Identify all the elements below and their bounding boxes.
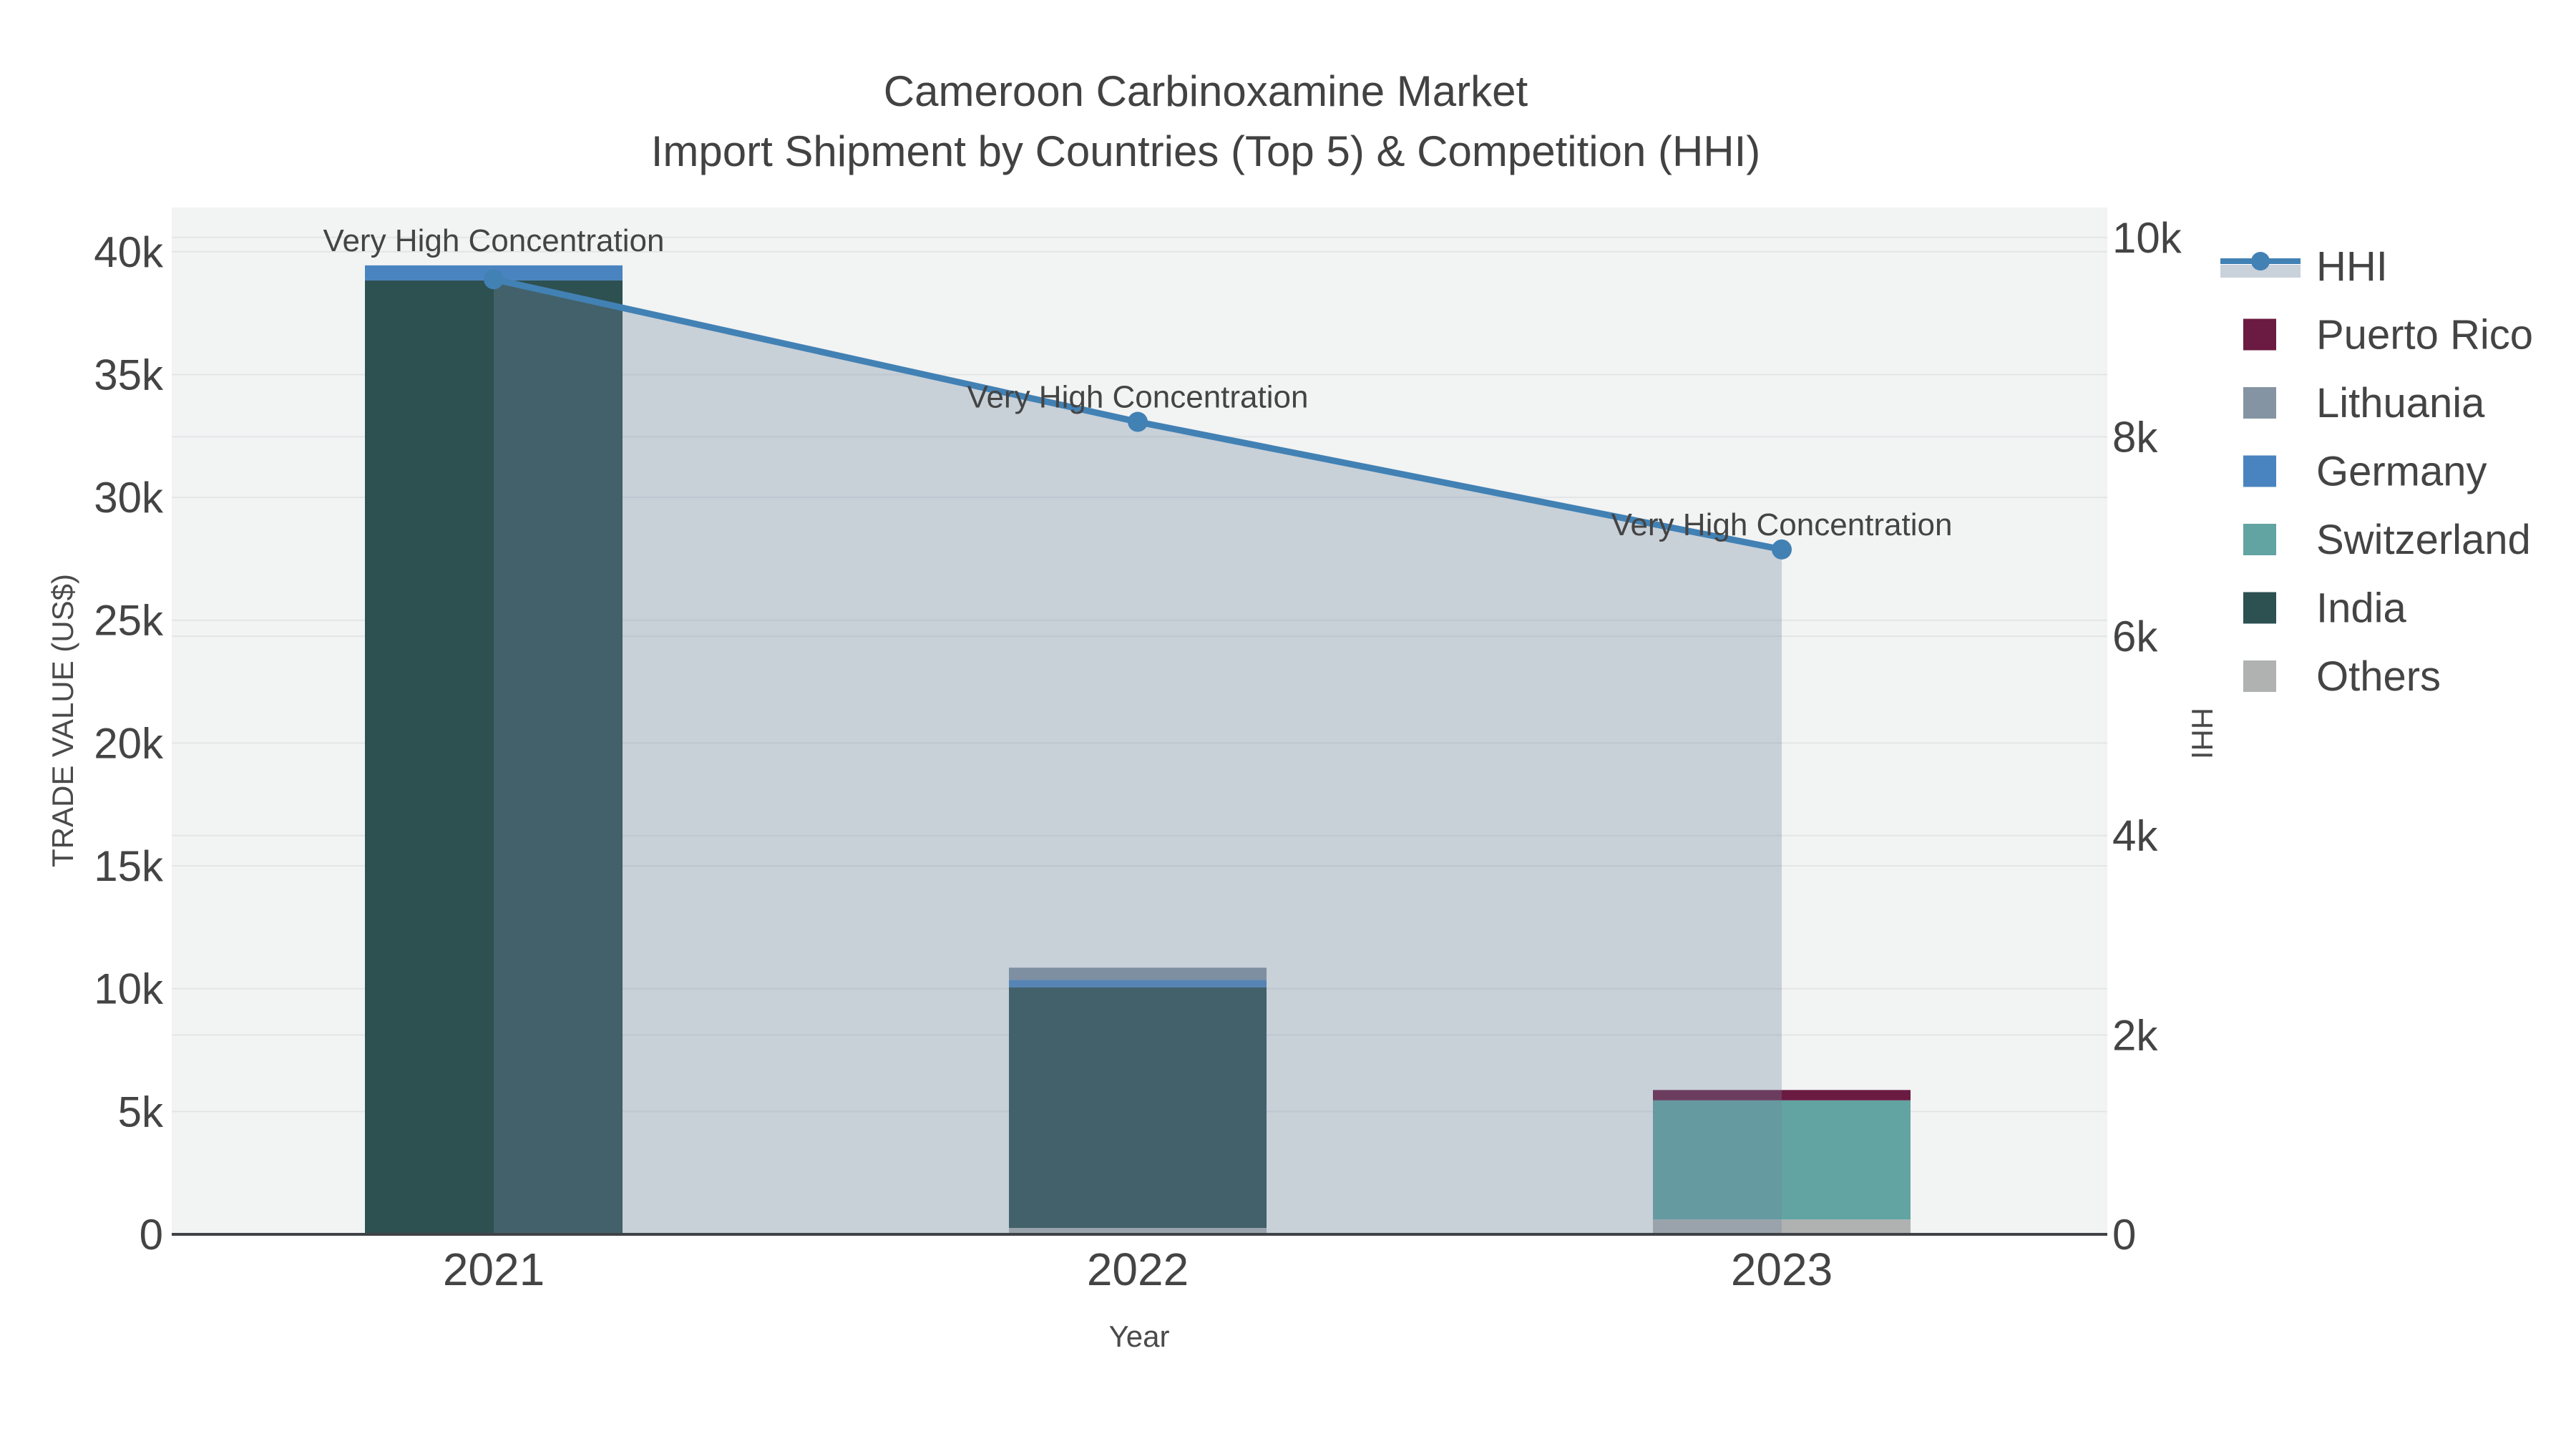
legend-swatch-puerto-rico-icon <box>2243 318 2276 351</box>
legend-label-lithuania: Lithuania <box>2316 380 2485 426</box>
hhi-marker-2022[interactable] <box>1128 411 1148 432</box>
hhi-marker-2023[interactable] <box>1772 539 1792 560</box>
chart-title-line2: Import Shipment by Countries (Top 5) & C… <box>651 127 1761 175</box>
legend-label-india: India <box>2316 585 2407 632</box>
legend-hhi-band-icon <box>2220 265 2301 278</box>
right-tick-8k: 8k <box>2112 413 2158 461</box>
legend-item-switzerland[interactable]: Switzerland <box>2243 517 2531 563</box>
legend-label-puerto-rico: Puerto Rico <box>2316 312 2533 358</box>
bar-segment-puerto-rico-2023[interactable] <box>1653 1090 1911 1101</box>
legend-item-others[interactable]: Others <box>2243 653 2441 700</box>
bar-segment-india-2022[interactable] <box>1009 987 1267 1229</box>
legend-item-hhi[interactable]: HHI <box>2220 243 2388 290</box>
right-tick-2k: 2k <box>2112 1011 2158 1059</box>
legend-item-lithuania[interactable]: Lithuania <box>2243 380 2485 426</box>
bar-segment-lithuania-2022[interactable] <box>1009 967 1267 980</box>
legend-swatch-switzerland-icon <box>2243 524 2276 555</box>
annotation-2021: Very High Concentration <box>323 223 665 258</box>
annotation-2022: Very High Concentration <box>967 380 1309 415</box>
left-tick-25k: 25k <box>94 597 164 645</box>
legend-label-hhi: HHI <box>2316 243 2388 290</box>
legend-swatch-others-icon <box>2243 660 2276 692</box>
left-tick-5k: 5k <box>118 1088 164 1136</box>
legend-swatch-germany-icon <box>2243 455 2276 487</box>
left-tick-40k: 40k <box>94 228 164 276</box>
legend-item-germany[interactable]: Germany <box>2243 449 2487 495</box>
bar-segment-switzerland-2023[interactable] <box>1653 1100 1911 1220</box>
right-tick-0: 0 <box>2112 1211 2136 1259</box>
legend-label-others: Others <box>2316 653 2441 700</box>
left-tick-15k: 15k <box>94 842 164 890</box>
x-tick-2022: 2022 <box>1087 1244 1189 1295</box>
right-axis-title: HHI <box>2185 708 2219 759</box>
bar-segment-germany-2022[interactable] <box>1009 980 1267 987</box>
left-tick-20k: 20k <box>94 719 164 767</box>
bar-segment-india-2021[interactable] <box>365 280 623 1234</box>
bar-segment-others-2023[interactable] <box>1653 1219 1911 1234</box>
legend-label-germany: Germany <box>2316 449 2487 495</box>
x-tick-2021: 2021 <box>443 1244 545 1295</box>
legend: HHI Puerto Rico Lithuania Germany Switzerlan… <box>2220 243 2533 700</box>
bar-segment-others-2022[interactable] <box>1009 1228 1267 1234</box>
left-axis-title: TRADE VALUE (US$) <box>46 574 79 867</box>
left-tick-10k: 10k <box>94 965 164 1013</box>
legend-swatch-lithuania-icon <box>2243 387 2276 419</box>
x-tick-2023: 2023 <box>1731 1244 1833 1295</box>
legend-item-puerto-rico[interactable]: Puerto Rico <box>2243 312 2533 358</box>
right-tick-10k: 10k <box>2112 214 2182 262</box>
hhi-area-fill <box>494 279 1782 1234</box>
legend-hhi-marker-icon <box>2251 252 2270 270</box>
legend-label-switzerland: Switzerland <box>2316 517 2531 563</box>
right-tick-4k: 4k <box>2112 812 2158 860</box>
legend-item-india[interactable]: India <box>2243 585 2407 632</box>
left-tick-30k: 30k <box>94 474 164 522</box>
x-axis-title: Year <box>1109 1319 1170 1353</box>
hhi-marker-2021[interactable] <box>484 269 504 290</box>
left-tick-35k: 35k <box>94 351 164 399</box>
legend-swatch-india-icon <box>2243 592 2276 624</box>
chart-title-line1: Cameroon Carbinoxamine Market <box>884 67 1528 115</box>
plot-area: Very High Concentration Very High Concent… <box>94 208 2182 1295</box>
left-tick-0: 0 <box>140 1211 163 1259</box>
right-tick-6k: 6k <box>2112 613 2158 660</box>
annotation-2023: Very High Concentration <box>1611 507 1953 542</box>
